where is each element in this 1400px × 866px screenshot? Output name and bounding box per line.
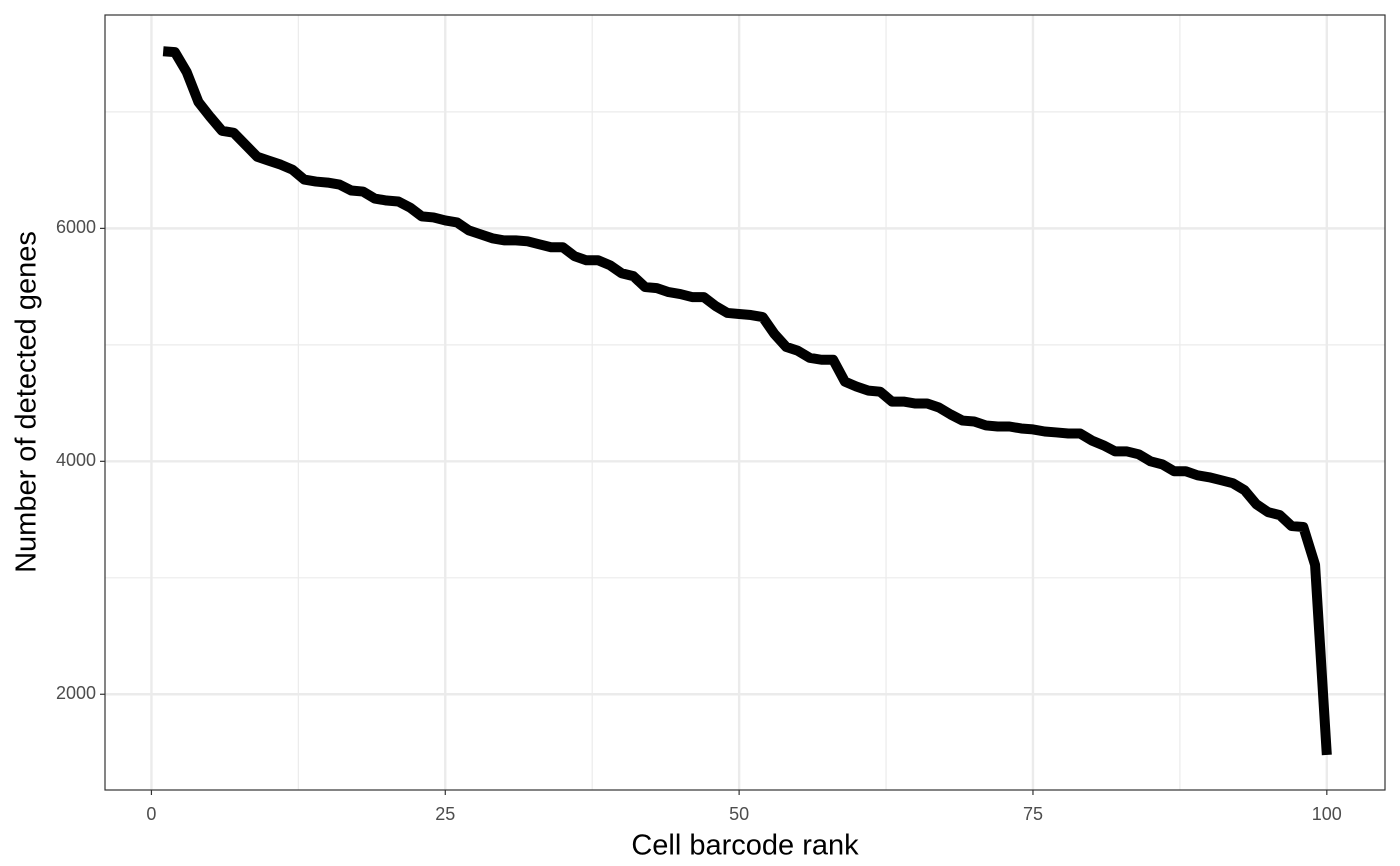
x-tick-label: 0 [146, 804, 156, 824]
x-tick-label: 75 [1023, 804, 1043, 824]
x-tick-label: 100 [1312, 804, 1342, 824]
data-line [162, 46, 1332, 756]
x-axis-title: Cell barcode rank [631, 830, 859, 862]
x-tick-label: 50 [729, 804, 749, 824]
y-tick-label: 4000 [56, 450, 96, 470]
y-tick-label: 2000 [56, 683, 96, 703]
panel-border [104, 14, 1386, 791]
y-axis-title: Number of detected genes [11, 231, 43, 573]
x-tick-label: 25 [435, 804, 455, 824]
y-tick-label: 6000 [56, 217, 96, 237]
